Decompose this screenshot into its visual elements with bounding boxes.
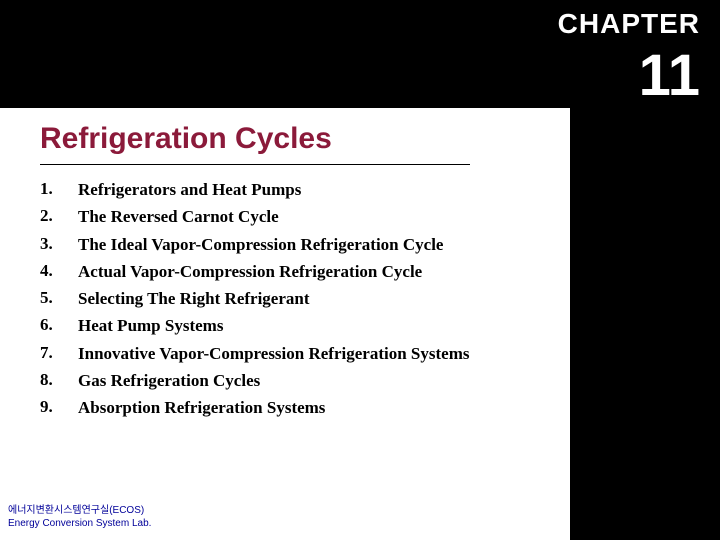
list-item: 4. Actual Vapor-Compression Refrigeratio… — [40, 261, 570, 282]
list-item: 5. Selecting The Right Refrigerant — [40, 288, 570, 309]
list-number: 9. — [40, 397, 78, 418]
chapter-label: CHAPTER — [558, 8, 700, 40]
list-item: 1. Refrigerators and Heat Pumps — [40, 179, 570, 200]
outline-list: 1. Refrigerators and Heat Pumps 2. The R… — [40, 179, 570, 418]
list-text: Actual Vapor-Compression Refrigeration C… — [78, 261, 442, 282]
list-text: Selecting The Right Refrigerant — [78, 288, 330, 309]
list-text: Heat Pump Systems — [78, 315, 243, 336]
list-item: 6. Heat Pump Systems — [40, 315, 570, 336]
page-title: Refrigeration Cycles — [40, 122, 570, 156]
list-number: 4. — [40, 261, 78, 282]
chapter-number: 11 — [639, 42, 700, 109]
list-item: 8. Gas Refrigeration Cycles — [40, 370, 570, 391]
content-panel: Refrigeration Cycles 1. Refrigerators an… — [0, 108, 570, 540]
list-text: The Reversed Carnot Cycle — [78, 206, 299, 227]
list-item: 2. The Reversed Carnot Cycle — [40, 206, 570, 227]
list-item: 7. Innovative Vapor-Compression Refriger… — [40, 343, 570, 364]
title-underline — [40, 164, 470, 165]
list-text: Absorption Refrigeration Systems — [78, 397, 345, 418]
list-number: 2. — [40, 206, 78, 227]
list-number: 8. — [40, 370, 78, 391]
list-text: Refrigerators and Heat Pumps — [78, 179, 321, 200]
list-number: 3. — [40, 234, 78, 255]
list-text: Gas Refrigeration Cycles — [78, 370, 280, 391]
list-item: 3. The Ideal Vapor-Compression Refrigera… — [40, 234, 570, 255]
list-number: 5. — [40, 288, 78, 309]
footer-line-2: Energy Conversion System Lab. — [8, 517, 151, 530]
list-item: 9. Absorption Refrigeration Systems — [40, 397, 570, 418]
list-text: Innovative Vapor-Compression Refrigerati… — [78, 343, 489, 364]
footer: 에너지변환시스템연구실(ECOS) Energy Conversion Syst… — [8, 504, 151, 530]
list-text: The Ideal Vapor-Compression Refrigeratio… — [78, 234, 463, 255]
list-number: 7. — [40, 343, 78, 364]
list-number: 6. — [40, 315, 78, 336]
footer-line-1: 에너지변환시스템연구실(ECOS) — [8, 504, 151, 517]
list-number: 1. — [40, 179, 78, 200]
